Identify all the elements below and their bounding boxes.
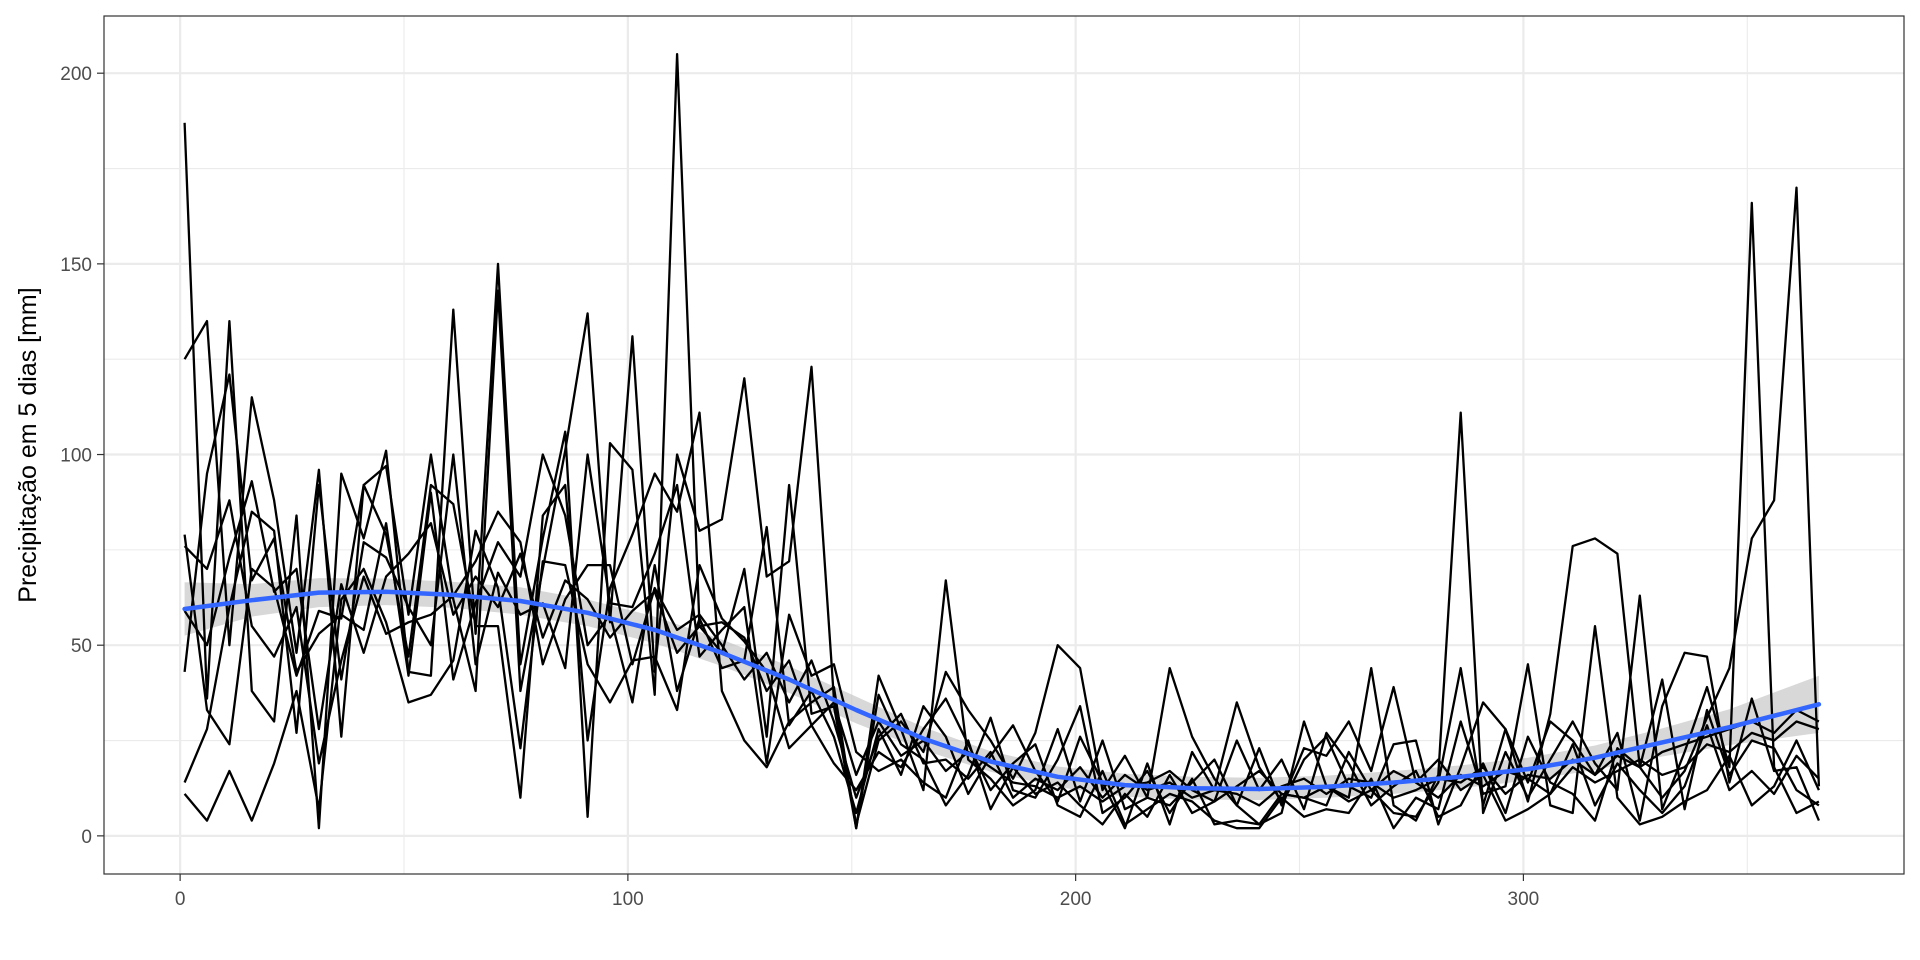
- y-tick-label: 200: [60, 64, 92, 85]
- y-tick-label: 150: [60, 255, 92, 276]
- x-tick-label: 100: [612, 889, 644, 910]
- x-tick-label: 0: [175, 889, 186, 910]
- plot-border: [103, 15, 1905, 875]
- y-axis: 0 50 100 150 200: [60, 64, 104, 848]
- series-line-8: [183, 480, 1820, 803]
- y-tick-label: 50: [71, 636, 92, 657]
- series-line-6: [183, 453, 1820, 826]
- y-tick-label: 0: [81, 827, 92, 848]
- y-tick-label: 100: [60, 446, 92, 467]
- series-line-4: [183, 373, 1820, 830]
- smooth-line: [182, 589, 1822, 792]
- grid-lines: [104, 16, 1904, 874]
- series-line-3: [183, 411, 1820, 830]
- smooth-trend: [182, 589, 1822, 792]
- y-axis-title: Precipitação em 5 dias [mm]: [14, 287, 42, 602]
- x-axis: 0 100 200 300: [175, 874, 1539, 910]
- x-tick-label: 300: [1508, 889, 1540, 910]
- x-tick-label: 200: [1060, 889, 1092, 910]
